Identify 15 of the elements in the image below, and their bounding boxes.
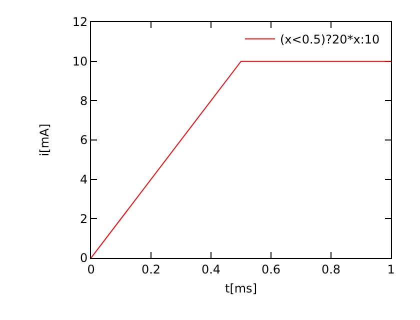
y-tick-label: 2 — [80, 212, 88, 226]
legend-label: (x<0.5)?20*x:10 — [280, 32, 380, 47]
y-axis-title: i[mA] — [38, 124, 52, 156]
x-tick-label: 0.2 — [141, 262, 161, 276]
x-tick-label: 0.8 — [321, 262, 341, 276]
x-tick-label: 0.6 — [261, 262, 281, 276]
x-axis-title: t[ms] — [224, 281, 258, 296]
y-tick-label: 10 — [72, 54, 88, 69]
x-tick-label: 0.4 — [201, 262, 221, 276]
y-tick-label: 6 — [80, 133, 88, 148]
y-tick-label: 4 — [80, 172, 88, 187]
y-tick-label: 0 — [80, 251, 88, 266]
x-tick-label: 1 — [387, 262, 395, 276]
y-tick-label: 8 — [80, 94, 88, 108]
y-tick-label: 12 — [72, 15, 88, 30]
